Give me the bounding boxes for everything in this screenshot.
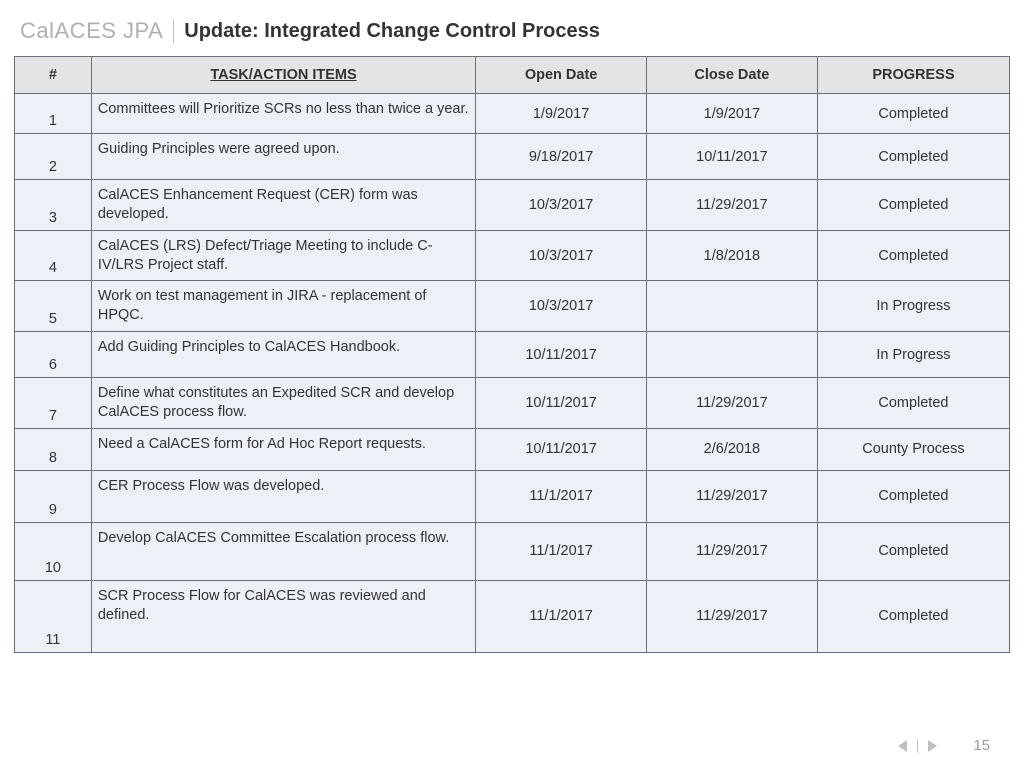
action-items-table: # TASK/ACTION ITEMS Open Date Close Date… (14, 56, 1010, 653)
task-description: CER Process Flow was developed. (91, 470, 475, 522)
progress-status: Completed (817, 470, 1009, 522)
table-row: 9CER Process Flow was developed.11/1/201… (15, 470, 1010, 522)
close-date: 11/29/2017 (647, 522, 818, 580)
table-row: 1Committees will Prioritize SCRs no less… (15, 94, 1010, 134)
table-row: 3CalACES Enhancement Request (CER) form … (15, 180, 1010, 231)
table-row: 7Define what constitutes an Expedited SC… (15, 378, 1010, 429)
open-date: 10/11/2017 (476, 378, 647, 429)
row-number: 8 (15, 428, 92, 470)
col-header-progress: PROGRESS (817, 57, 1009, 94)
close-date (647, 332, 818, 378)
row-number: 6 (15, 332, 92, 378)
open-date: 11/1/2017 (476, 580, 647, 652)
brand-text: CalACES JPA (20, 18, 163, 44)
table-container: # TASK/ACTION ITEMS Open Date Close Date… (0, 56, 1024, 653)
task-description: Work on test management in JIRA - replac… (91, 281, 475, 332)
task-description: CalACES (LRS) Defect/Triage Meeting to i… (91, 230, 475, 281)
open-date: 10/11/2017 (476, 428, 647, 470)
row-number: 5 (15, 281, 92, 332)
col-header-close-date: Close Date (647, 57, 818, 94)
row-number: 11 (15, 580, 92, 652)
open-date: 11/1/2017 (476, 522, 647, 580)
progress-status: Completed (817, 230, 1009, 281)
table-row: 5Work on test management in JIRA - repla… (15, 281, 1010, 332)
row-number: 10 (15, 522, 92, 580)
nav-divider-icon (917, 739, 918, 753)
close-date: 10/11/2017 (647, 134, 818, 180)
progress-status: Completed (817, 180, 1009, 231)
task-description: SCR Process Flow for CalACES was reviewe… (91, 580, 475, 652)
task-description: Add Guiding Principles to CalACES Handbo… (91, 332, 475, 378)
row-number: 9 (15, 470, 92, 522)
row-number: 1 (15, 94, 92, 134)
close-date: 11/29/2017 (647, 180, 818, 231)
close-date (647, 281, 818, 332)
task-description: Committees will Prioritize SCRs no less … (91, 94, 475, 134)
table-row: 4CalACES (LRS) Defect/Triage Meeting to … (15, 230, 1010, 281)
row-number: 7 (15, 378, 92, 429)
progress-status: In Progress (817, 332, 1009, 378)
close-date: 11/29/2017 (647, 580, 818, 652)
row-number: 2 (15, 134, 92, 180)
progress-status: In Progress (817, 281, 1009, 332)
progress-status: County Process (817, 428, 1009, 470)
task-description: Guiding Principles were agreed upon. (91, 134, 475, 180)
close-date: 11/29/2017 (647, 470, 818, 522)
page-footer: 15 (898, 737, 990, 754)
progress-status: Completed (817, 378, 1009, 429)
open-date: 9/18/2017 (476, 134, 647, 180)
page-title: Update: Integrated Change Control Proces… (184, 20, 600, 43)
progress-status: Completed (817, 134, 1009, 180)
col-header-open-date: Open Date (476, 57, 647, 94)
task-description: Define what constitutes an Expedited SCR… (91, 378, 475, 429)
table-row: 6Add Guiding Principles to CalACES Handb… (15, 332, 1010, 378)
open-date: 10/11/2017 (476, 332, 647, 378)
open-date: 10/3/2017 (476, 230, 647, 281)
task-description: Develop CalACES Committee Escalation pro… (91, 522, 475, 580)
close-date: 1/8/2018 (647, 230, 818, 281)
open-date: 10/3/2017 (476, 281, 647, 332)
page-header: CalACES JPA Update: Integrated Change Co… (0, 0, 1024, 56)
col-header-task: TASK/ACTION ITEMS (91, 57, 475, 94)
next-page-icon[interactable] (928, 740, 937, 752)
row-number: 3 (15, 180, 92, 231)
open-date: 1/9/2017 (476, 94, 647, 134)
table-row: 10Develop CalACES Committee Escalation p… (15, 522, 1010, 580)
row-number: 4 (15, 230, 92, 281)
progress-status: Completed (817, 580, 1009, 652)
table-row: 11SCR Process Flow for CalACES was revie… (15, 580, 1010, 652)
task-description: Need a CalACES form for Ad Hoc Report re… (91, 428, 475, 470)
task-description: CalACES Enhancement Request (CER) form w… (91, 180, 475, 231)
page-number: 15 (973, 737, 990, 754)
prev-page-icon[interactable] (898, 740, 907, 752)
close-date: 11/29/2017 (647, 378, 818, 429)
divider-icon (173, 19, 174, 43)
progress-status: Completed (817, 94, 1009, 134)
open-date: 10/3/2017 (476, 180, 647, 231)
open-date: 11/1/2017 (476, 470, 647, 522)
close-date: 2/6/2018 (647, 428, 818, 470)
progress-status: Completed (817, 522, 1009, 580)
table-header-row: # TASK/ACTION ITEMS Open Date Close Date… (15, 57, 1010, 94)
table-row: 2Guiding Principles were agreed upon.9/1… (15, 134, 1010, 180)
col-header-number: # (15, 57, 92, 94)
close-date: 1/9/2017 (647, 94, 818, 134)
table-row: 8Need a CalACES form for Ad Hoc Report r… (15, 428, 1010, 470)
